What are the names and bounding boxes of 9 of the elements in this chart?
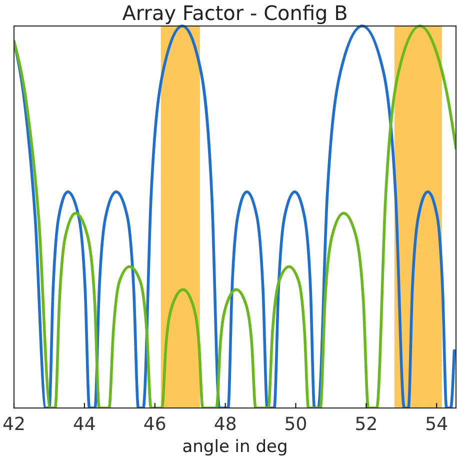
x-tick-label: 46 (143, 414, 166, 435)
x-tick-label: 42 (2, 414, 26, 435)
x-tick-label: 50 (284, 414, 308, 435)
chart-title: Array Factor - Config B (122, 1, 348, 25)
x-tick-label: 44 (72, 414, 96, 435)
x-axis-title: angle in deg (182, 437, 288, 457)
x-tick-label: 48 (214, 414, 237, 435)
x-tick-label: 54 (425, 414, 448, 435)
x-tick-label: 52 (354, 414, 378, 435)
